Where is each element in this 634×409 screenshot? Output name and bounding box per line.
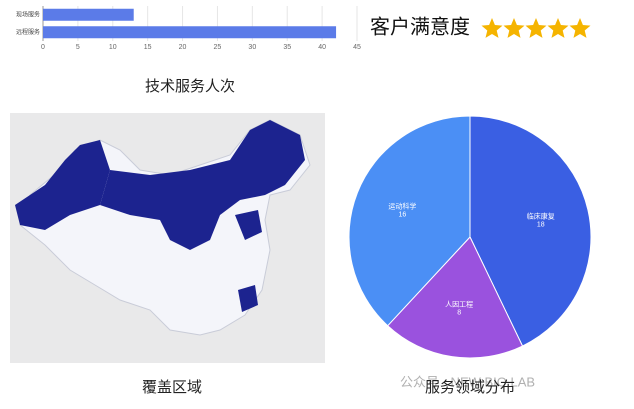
map-caption: 覆盖区域 (142, 379, 202, 396)
bar (43, 26, 337, 39)
star (547, 18, 569, 38)
bar (43, 8, 134, 21)
x-tick-label: 20 (179, 44, 187, 51)
star (481, 18, 503, 38)
pie-slice (469, 115, 592, 347)
x-tick-label: 5 (76, 44, 80, 51)
x-tick-label: 10 (109, 44, 117, 51)
x-tick-label: 35 (283, 44, 291, 51)
slice-value: 8 (457, 310, 461, 317)
satisfaction-title: 客户满意度 (370, 15, 470, 38)
watermark: 公众号 · NEW BIO LAB (400, 374, 535, 389)
y-tick-label: 远程服务 (16, 28, 40, 36)
x-tick-label: 45 (353, 44, 361, 51)
slice-value: 16 (399, 211, 407, 218)
china-map (15, 119, 311, 336)
x-tick-label: 40 (318, 44, 326, 51)
slice-label: 运动科学 (388, 201, 416, 210)
x-tick-label: 15 (144, 44, 152, 51)
chart-title: 服务领域分布 (425, 379, 515, 396)
pie-slice (386, 236, 524, 359)
slice-label: 临床康复 (527, 212, 555, 221)
star (503, 18, 525, 38)
x-tick-label: 30 (248, 44, 256, 51)
star (525, 18, 547, 38)
x-tick-label: 0 (41, 44, 45, 51)
chart-title: 技术服务人次 (145, 78, 235, 95)
slice-value: 18 (537, 222, 545, 229)
pie-slice (348, 115, 471, 327)
y-tick-label: 现场服务 (16, 10, 40, 18)
star (569, 18, 591, 38)
x-tick-label: 25 (214, 44, 222, 51)
slice-label: 人因工程 (445, 300, 473, 309)
